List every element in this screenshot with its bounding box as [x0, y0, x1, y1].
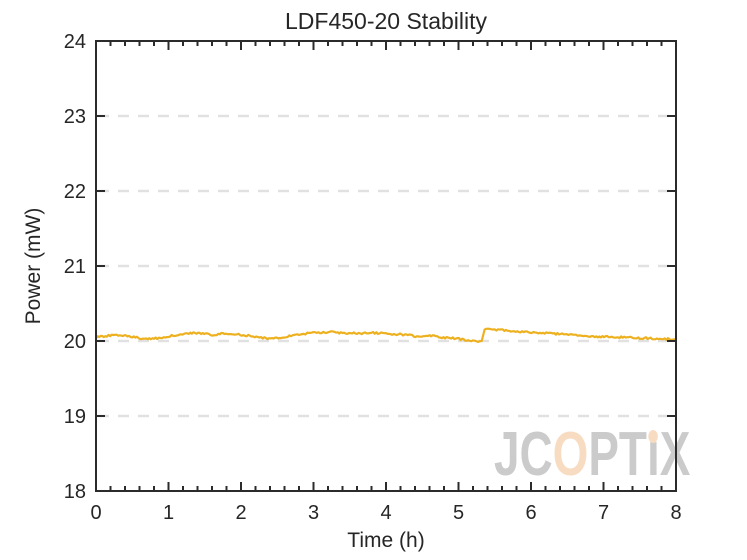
x-tick-label: 2	[235, 502, 246, 524]
x-axis-label: Time (h)	[347, 529, 424, 552]
x-tick-label: 5	[453, 502, 464, 524]
y-tick-label: 21	[64, 256, 86, 278]
watermark-letter-i: ı	[647, 424, 660, 486]
watermark-text-right: X	[659, 420, 690, 489]
x-tick-label: 6	[525, 502, 536, 524]
data-line	[95, 327, 677, 343]
x-tick-label: 8	[670, 502, 681, 524]
y-tick-label: 23	[64, 106, 86, 128]
chart-title: LDF450-20 Stability	[285, 8, 487, 34]
y-tick-label: 22	[64, 181, 86, 203]
x-tick-label: 7	[598, 502, 609, 524]
watermark-text-left: JC	[493, 420, 553, 489]
x-tick-label: 3	[308, 502, 319, 524]
watermark-text-mid: PT	[588, 420, 647, 489]
y-axis-label: Power (mW)	[22, 208, 45, 325]
y-tick-label: 19	[64, 406, 86, 428]
y-tick-label: 20	[64, 331, 86, 353]
x-tick-label: 4	[380, 502, 391, 524]
watermark-i-dot	[648, 430, 658, 443]
x-tick-label: 0	[90, 502, 101, 524]
y-tick-label: 18	[64, 481, 86, 503]
y-tick-label: 24	[64, 31, 86, 53]
x-tick-label: 1	[163, 502, 174, 524]
jcoptix-watermark: JCOPTı X	[494, 424, 690, 486]
axis-box	[95, 40, 677, 492]
watermark-letter-o: O	[552, 420, 589, 489]
